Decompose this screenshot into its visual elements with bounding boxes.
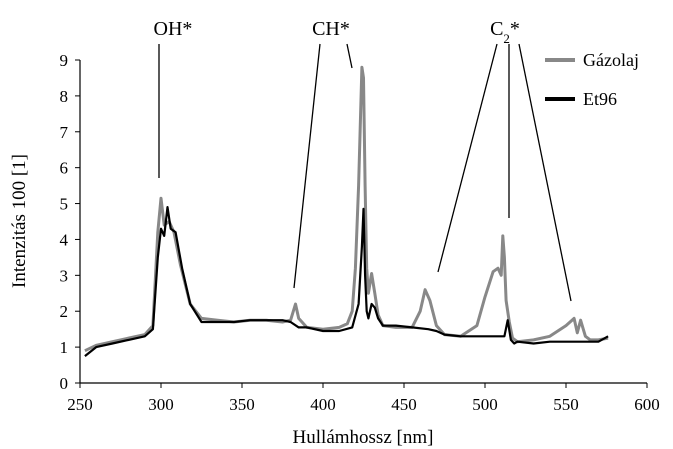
annotation-leader-line — [346, 43, 353, 69]
y-tick-label: 0 — [60, 374, 69, 393]
y-tick-label: 2 — [60, 302, 69, 321]
y-tick-label: 5 — [60, 195, 69, 214]
legend-label-gazolaj: Gázolaj — [583, 50, 639, 70]
annotation-leader-line — [293, 43, 321, 289]
x-tick-label: 450 — [391, 395, 417, 414]
x-tick-label: 400 — [310, 395, 336, 414]
y-tick-label: 3 — [60, 266, 69, 285]
y-tick-label: 1 — [60, 338, 69, 357]
legend: Gázolaj Et96 — [545, 50, 639, 109]
y-tick-label: 7 — [60, 123, 69, 142]
y-axis-title: Intenzitás 100 [1] — [9, 154, 30, 288]
legend-label-et96: Et96 — [583, 89, 617, 109]
x-tick-label: 350 — [229, 395, 255, 414]
series-line-gazolaj — [84, 65, 609, 353]
x-tick-label: 600 — [634, 395, 660, 414]
peak-label: C2* — [490, 18, 520, 46]
x-tick-label: 550 — [553, 395, 579, 414]
x-axis-title: Hullámhossz [nm] — [293, 427, 434, 448]
annotation-leader-line — [437, 43, 498, 273]
x-tick-label: 250 — [67, 395, 93, 414]
chart-axes — [79, 60, 647, 384]
x-tick-label: 500 — [472, 395, 498, 414]
y-tick-label: 9 — [60, 51, 69, 70]
series-layer — [84, 65, 609, 357]
y-tick-label: 4 — [60, 230, 69, 249]
y-tick-label: 6 — [60, 159, 69, 178]
series-line-et96 — [84, 206, 609, 357]
axis-ticks: 250 300 350 400 450 500 550 600 0 1 2 3 4 5 6 7 8 9 — [60, 51, 660, 414]
peak-label: OH* — [154, 18, 193, 40]
peak-label: CH* — [312, 18, 350, 40]
annotation-leader-line — [518, 43, 572, 302]
x-tick-label: 300 — [148, 395, 174, 414]
y-tick-label: 8 — [60, 87, 69, 106]
